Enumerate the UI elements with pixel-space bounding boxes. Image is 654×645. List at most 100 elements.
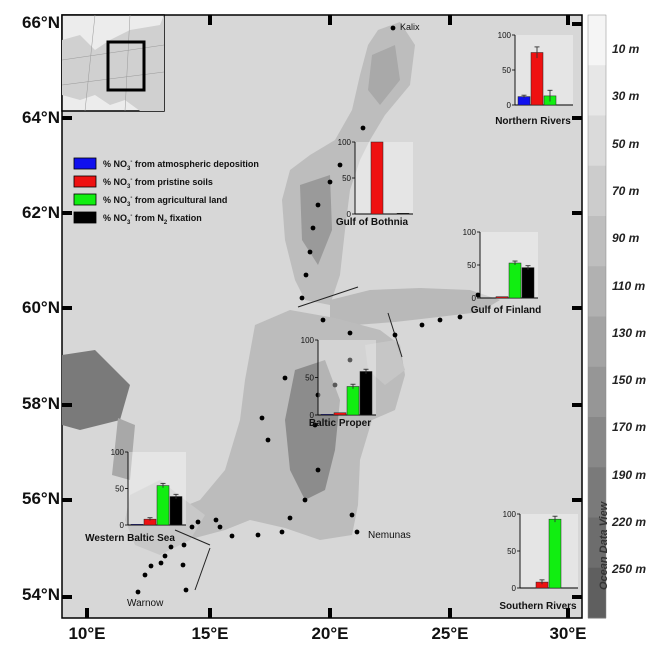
depth-scale-swatch	[588, 517, 606, 569]
gulf-of-riga	[365, 340, 405, 385]
depth-scale-swatch	[588, 366, 606, 418]
lon-label: 25°E	[431, 624, 469, 643]
depth-scale-label: 90 m	[612, 231, 640, 246]
y-tick-label: 0	[347, 210, 352, 219]
gotland-deep	[285, 360, 340, 500]
y-tick-label: 100	[111, 448, 125, 457]
bar-chart-0: 100 50 0 Northern Rivers	[495, 31, 573, 127]
bar-agri	[346, 386, 360, 416]
bar-chart-4: 100 50 0 Western Baltic Sea	[85, 448, 186, 544]
lat-label: 66°N	[22, 13, 60, 32]
bar-fix	[359, 371, 373, 416]
depth-scale-swatch	[588, 165, 606, 217]
bar-fix	[169, 496, 183, 526]
lon-label: 30°E	[549, 624, 587, 643]
y-tick-label: 50	[115, 485, 124, 494]
bar-soil	[495, 296, 509, 299]
bothnian-bay-deep	[368, 45, 400, 105]
chart-title: Gulf of Bothnia	[336, 217, 409, 228]
y-tick-label: 50	[502, 66, 511, 75]
bar-chart-2: 100 50 0 Gulf of Finland	[463, 228, 542, 316]
bar-soil	[333, 412, 347, 416]
bar-agri	[508, 262, 522, 299]
depth-color-scale	[587, 14, 607, 619]
frame-ticks	[62, 15, 582, 618]
depth-scale-label: 150 m	[612, 373, 647, 388]
lat-label: 58°N	[22, 394, 60, 413]
depth-scale-label: 190 m	[612, 467, 647, 482]
skagerrak-water	[62, 350, 130, 430]
legend-swatch-fix	[73, 211, 97, 224]
depth-scale-label: 170 m	[612, 420, 647, 435]
bar-soil	[530, 52, 544, 106]
europe-inset-map	[61, 14, 165, 112]
y-tick-label: 50	[305, 374, 314, 383]
y-tick-label: 0	[120, 521, 125, 530]
legend-label-atm: % NO3- from atmospheric deposition	[103, 159, 259, 172]
boundary-line	[297, 286, 359, 308]
boundary-line	[174, 529, 211, 546]
ocean-data-view-credit: Ocean Data View	[598, 501, 610, 590]
legend: % NO3- from atmospheric deposition % NO3-…	[73, 157, 259, 226]
legend-swatch-soil	[73, 175, 97, 188]
bar-atm	[130, 524, 144, 526]
depth-scale-label: 50 m	[612, 136, 640, 151]
legend-label-agri: % NO3- from agricultural land	[103, 195, 227, 208]
depth-scale-label: 110 m	[612, 278, 646, 293]
chart-title: Western Baltic Sea	[85, 533, 175, 544]
depth-scale-swatch	[588, 266, 606, 317]
legend-swatch-atm	[73, 157, 97, 170]
y-tick-label: 100	[503, 510, 517, 519]
depth-scale-label: 250 m	[612, 562, 647, 577]
y-tick-label: 100	[338, 138, 352, 147]
y-tick-label: 50	[342, 174, 351, 183]
y-tick-label: 0	[472, 294, 477, 303]
baltic-proper-water	[160, 310, 405, 540]
station-dots	[135, 25, 481, 595]
y-tick-label: 50	[467, 261, 476, 270]
depth-scale-swatch	[588, 417, 606, 468]
depth-scale-label: 220 m	[612, 515, 647, 529]
legend-label-fix: % NO3- from N2 fixation	[103, 213, 202, 226]
lat-label: 62°N	[22, 203, 60, 222]
bothnian-deep	[300, 175, 332, 265]
chart-title: Northern Rivers	[495, 116, 571, 127]
lat-label: 64°N	[22, 108, 60, 127]
bar-agri	[156, 485, 170, 526]
depth-scale-swatch	[588, 115, 606, 167]
lat-label: 60°N	[22, 298, 60, 317]
lon-label: 15°E	[191, 624, 229, 643]
depth-scale-swatch	[588, 65, 606, 116]
chart-title: Southern Rivers	[499, 601, 577, 612]
bar-agri	[548, 518, 562, 589]
legend-label-soil: % NO3- from pristine soils	[103, 177, 213, 190]
y-tick-label: 50	[507, 547, 516, 556]
legend-swatch-agri	[73, 193, 97, 206]
lon-label: 20°E	[311, 624, 349, 643]
kattegat-water	[112, 418, 135, 480]
depth-scale-swatch	[588, 316, 606, 368]
chart-title: Gulf of Finland	[471, 305, 542, 316]
bar-fix	[396, 213, 410, 215]
y-tick-label: 0	[507, 101, 512, 110]
lat-label: 54°N	[22, 585, 60, 604]
y-tick-label: 0	[310, 411, 315, 420]
bar-soil	[370, 141, 384, 215]
bar-chart-5: 100 50 0 Southern Rivers	[499, 510, 578, 612]
place-label-warnow: Warnow	[127, 598, 164, 609]
depth-scale-label: 30 m	[612, 89, 640, 104]
depth-scale-swatch	[588, 15, 606, 66]
depth-scale-label: 10 m	[612, 42, 640, 56]
gulf-of-finland-water	[330, 288, 500, 325]
chart-title: Baltic Proper	[309, 418, 371, 429]
bar-atm	[320, 414, 334, 416]
depth-scale-label: 70 m	[612, 183, 640, 198]
place-label-nemunas: Nemunas	[368, 530, 411, 541]
boundary-line	[194, 547, 211, 591]
inset-highlight-box	[106, 40, 146, 92]
y-tick-label: 100	[301, 336, 315, 345]
